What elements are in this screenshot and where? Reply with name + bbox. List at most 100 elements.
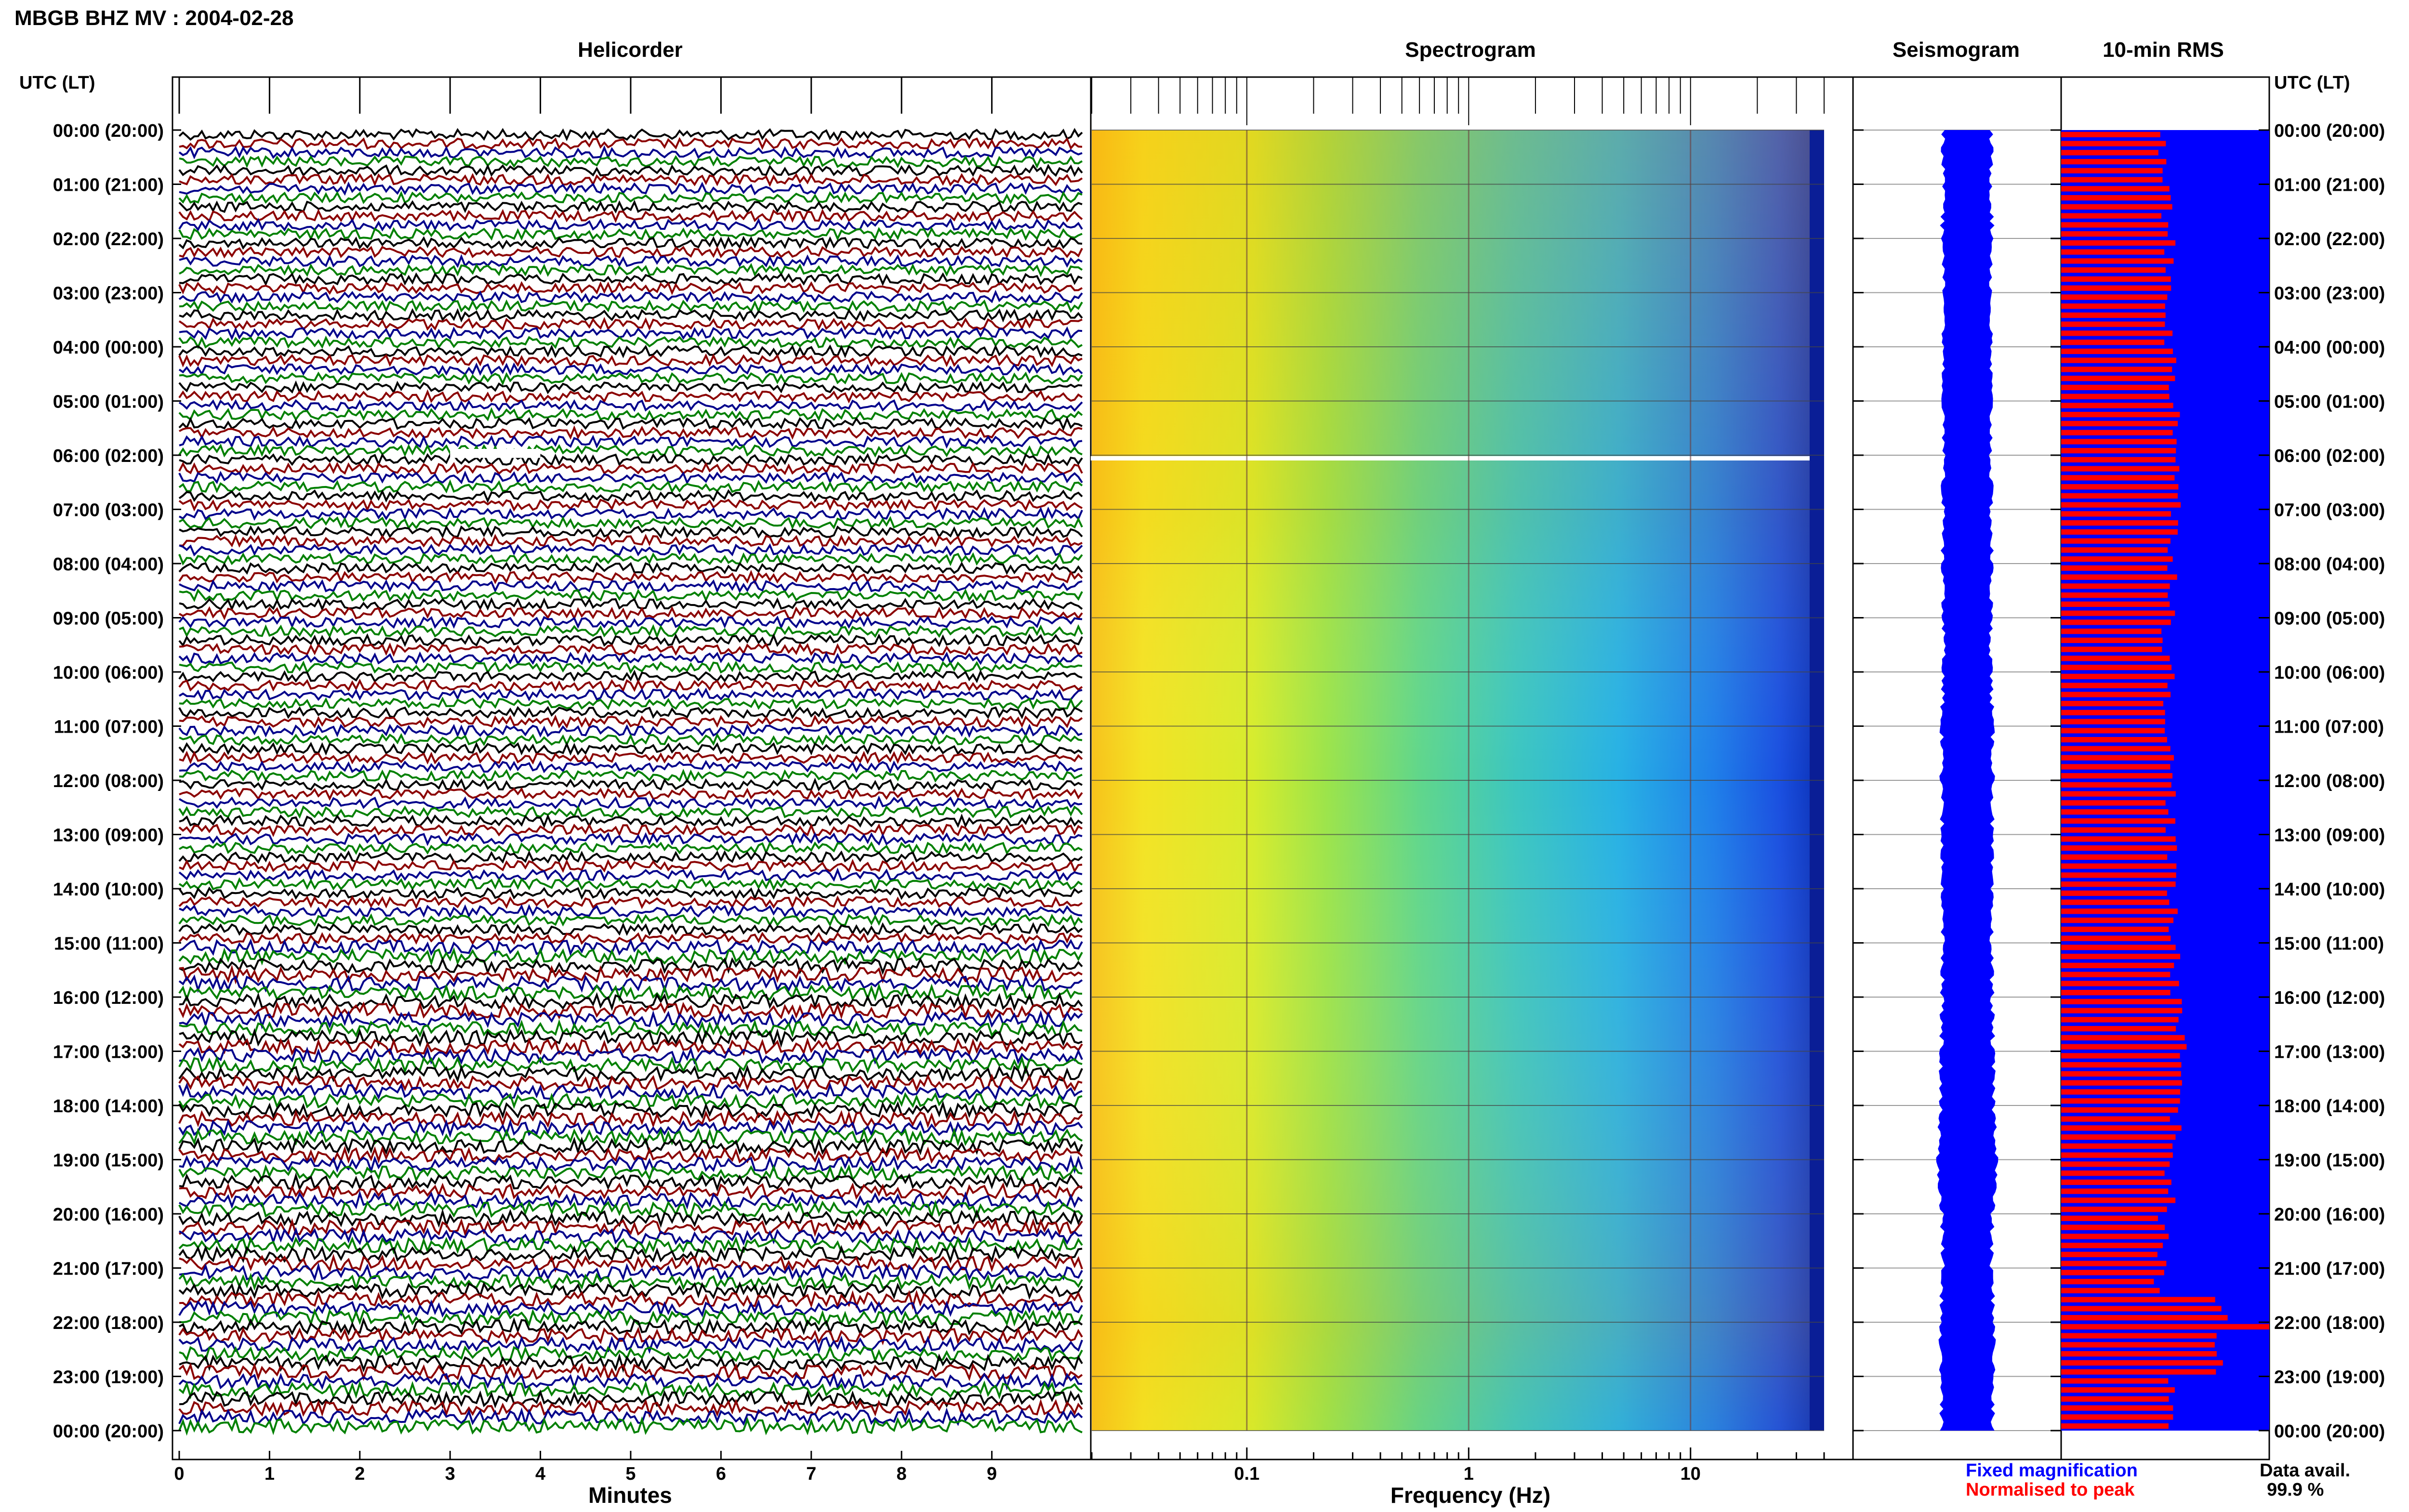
minutes-tick-label: 5 [625, 1464, 635, 1484]
rms-bar [2061, 782, 2171, 788]
helicorder-trace [178, 913, 1083, 927]
rms-bar [2061, 231, 2168, 237]
helicorder-trace [179, 1019, 1083, 1039]
helicorder-trace [178, 1073, 1083, 1092]
helicorder-trace [179, 579, 1083, 593]
rms-bar [2061, 1215, 2158, 1221]
rms-bar [2061, 972, 2171, 977]
hour-label-right: 00:00 (20:00) [2274, 1421, 2385, 1442]
rms-bar [2061, 610, 2175, 616]
rms-bar [2061, 312, 2166, 318]
rms-bar [2061, 439, 2177, 445]
rms-bar [2061, 1098, 2180, 1104]
helicorder-trace [179, 768, 1083, 783]
helicorder-gap [450, 448, 541, 458]
seismogram-plot [1853, 130, 2061, 1431]
helicorder-trace [178, 850, 1083, 864]
rms-bar [2061, 646, 2162, 652]
minutes-tick-label: 6 [716, 1464, 726, 1484]
helicorder-trace [179, 588, 1083, 603]
hour-label-left: 22:00 (18:00) [53, 1313, 164, 1333]
rms-bar [2061, 1080, 2182, 1086]
rms-bar [2061, 556, 2173, 562]
rms-bar [2061, 800, 2166, 806]
helicorder-trace [179, 992, 1083, 1012]
rms-bar [2061, 177, 2163, 183]
hour-label-left: 18:00 (14:00) [53, 1096, 164, 1117]
helicorder-trace [179, 1154, 1083, 1174]
hour-label-right: 15:00 (11:00) [2274, 934, 2384, 954]
helicorder-trace [178, 1109, 1083, 1129]
hour-label-right: 10:00 (06:00) [2274, 663, 2385, 683]
helicorder-trace [178, 1037, 1083, 1057]
rms-bar [2061, 827, 2166, 833]
rms-bar [2061, 484, 2179, 490]
helicorder-trace [179, 1345, 1083, 1363]
minutes-tick-label: 2 [355, 1464, 365, 1484]
rms-bar [2061, 330, 2173, 336]
rms-bar [2061, 1261, 2167, 1266]
helicorder-trace [179, 697, 1083, 710]
helicorder-trace [178, 461, 1083, 475]
helicorder-trace [178, 805, 1083, 819]
helicorder-trace [178, 344, 1083, 358]
hour-label-right: 04:00 (00:00) [2274, 338, 2385, 358]
helicorder-trace [178, 128, 1083, 142]
rms-bar [2061, 240, 2176, 246]
helicorder-trace [179, 525, 1083, 539]
hour-label-left: 15:00 (11:00) [54, 934, 164, 954]
helicorder-trace [179, 1289, 1083, 1310]
hour-label-left: 00:00 (20:00) [53, 1421, 164, 1442]
minutes-tick-label: 4 [535, 1464, 545, 1484]
helicorder-trace [179, 326, 1083, 341]
helicorder-trace [178, 1299, 1083, 1318]
rms-bar [2061, 836, 2176, 842]
rms-bar [2061, 1143, 2173, 1149]
helicorder-trace [178, 1164, 1083, 1183]
minutes-tick-label: 8 [897, 1464, 907, 1484]
helicorder-trace [178, 416, 1083, 431]
rms-bar [2061, 1017, 2179, 1023]
rms-bar [2061, 213, 2162, 219]
helicorder-trace [179, 506, 1083, 522]
rms-bar [2061, 673, 2175, 679]
minutes-tick-label: 1 [265, 1464, 275, 1484]
helicorder-trace [179, 1262, 1083, 1282]
hour-label-right: 06:00 (02:00) [2274, 446, 2385, 466]
hour-label-left: 06:00 (02:00) [53, 446, 164, 466]
rms-bar [2061, 376, 2175, 381]
rms-bar [2061, 511, 2171, 517]
rms-bar [2061, 1279, 2154, 1285]
helicorder-trace [178, 199, 1083, 214]
rms-bar [2061, 710, 2165, 715]
frequency-tick-label: 0.1 [1234, 1464, 1259, 1484]
helicorder-trace [179, 904, 1083, 919]
helicorder-trace [178, 633, 1083, 648]
helicorder-trace [179, 1227, 1083, 1246]
rms-bar [2061, 547, 2168, 553]
minutes-tick-label: 0 [174, 1464, 184, 1484]
helicorder-trace [179, 181, 1083, 196]
helicorder-trace [179, 642, 1083, 657]
helicorder-trace [179, 714, 1083, 729]
helicorder-trace [178, 678, 1083, 693]
rms-bar [2061, 357, 2176, 363]
helicorder-trace [179, 173, 1083, 187]
helicorder-trace [179, 155, 1083, 169]
helicorder-trace [179, 1182, 1083, 1200]
rms-bar [2061, 538, 2171, 544]
helicorder-trace [178, 823, 1083, 837]
rms-bar [2061, 1297, 2215, 1302]
rms-bar [2061, 1234, 2169, 1239]
hour-label-left: 10:00 (06:00) [53, 663, 164, 683]
rms-bar [2061, 285, 2171, 291]
helicorder-trace [178, 1055, 1083, 1075]
helicorder-trace [178, 886, 1083, 901]
rms-bar [2061, 1378, 2169, 1384]
helicorder-trace [178, 1327, 1083, 1345]
helicorder-trace [178, 670, 1083, 684]
rms-bar [2061, 773, 2173, 779]
helicorder-trace [178, 922, 1083, 936]
helicorder-trace [178, 498, 1083, 513]
helicorder-trace [178, 1118, 1083, 1138]
